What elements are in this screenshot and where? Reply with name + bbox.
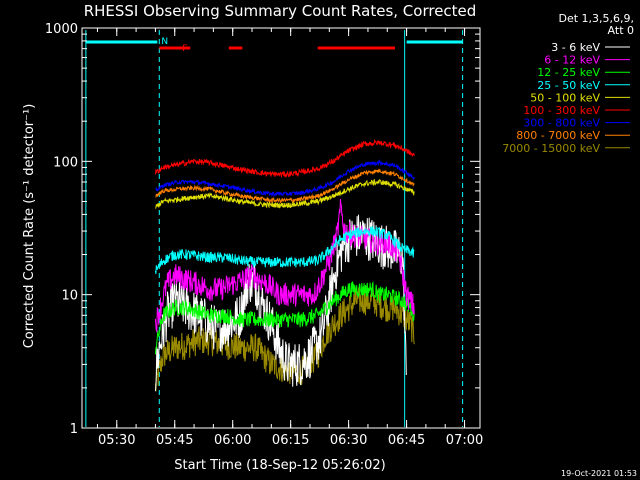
state-label-f: F [182, 44, 187, 54]
timestamp-text: 19-Oct-2021 01:53 [561, 469, 637, 478]
y-tick-label-0: 1 [70, 422, 78, 437]
x-tick-label-1: 05:45 [156, 433, 193, 448]
legend-item-5: 100 - 300 keV [523, 104, 600, 117]
legend-header-1: Att 0 [608, 24, 634, 37]
y-tick-label-3: 1000 [45, 22, 78, 37]
x-tick-label-4: 06:30 [330, 433, 367, 448]
legend-item-1: 6 - 12 keV [544, 54, 600, 67]
legend-item-6: 300 - 800 keV [523, 117, 600, 130]
series-line-1 [154, 199, 415, 334]
legend-item-2: 12 - 25 keV [537, 66, 600, 79]
series-line-8 [154, 286, 415, 392]
x-tick-label-6: 07:00 [446, 433, 483, 448]
state-label-n: N [161, 37, 168, 47]
x-tick-label-0: 05:30 [98, 433, 135, 448]
legend-item-8: 7000 - 15000 keV [502, 142, 600, 155]
series-line-5 [154, 138, 415, 179]
x-tick-label-3: 06:15 [272, 433, 309, 448]
legend-item-3: 25 - 50 keV [537, 79, 600, 92]
x-axis-label: Start Time (18-Sep-12 05:26:02) [174, 458, 385, 473]
x-tick-label-2: 06:00 [214, 433, 251, 448]
plot-frame [81, 27, 481, 429]
legend-item-4: 50 - 100 keV [530, 91, 600, 104]
chart-title: RHESSI Observing Summary Count Rates, Co… [84, 2, 477, 20]
series-line-4 [154, 178, 415, 209]
legend-item-7: 800 - 7000 keV [516, 129, 600, 142]
x-tick-label-5: 06:45 [388, 433, 425, 448]
y-tick-label-1: 10 [61, 289, 78, 304]
y-tick-label-2: 100 [53, 155, 78, 170]
series-line-3 [154, 225, 415, 274]
legend-item-0: 3 - 6 keV [551, 41, 600, 54]
legend-header-0: Det 1,3,5,6,9, [558, 12, 634, 25]
series-line-6 [155, 158, 415, 198]
y-axis-label: Corrected Count Rate (s⁻¹ detector⁻¹) [22, 104, 37, 349]
series-line-2 [154, 280, 415, 355]
series-line-7 [155, 168, 415, 204]
